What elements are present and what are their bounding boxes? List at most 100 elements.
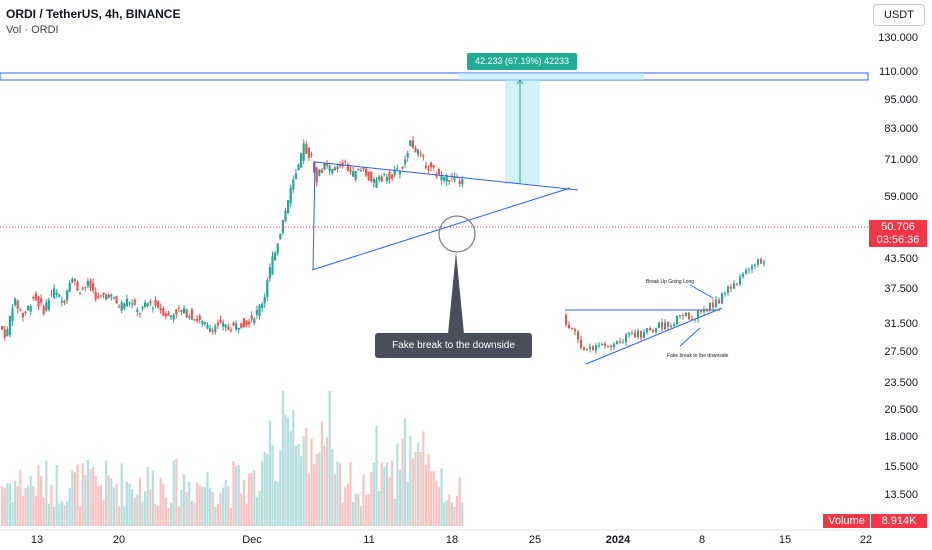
candle-body	[73, 279, 76, 282]
volume-bar	[453, 507, 456, 526]
candle-body	[175, 309, 178, 315]
candle-body	[305, 144, 308, 154]
inset-candle-body	[646, 328, 648, 333]
volume-bar	[120, 463, 123, 526]
candle-body	[352, 171, 355, 177]
volume-bar	[224, 479, 227, 526]
candle-body	[417, 149, 420, 155]
candle-body	[253, 318, 256, 324]
candle-body	[66, 290, 69, 301]
candle-body	[170, 315, 173, 318]
inset-candle-body	[655, 327, 657, 332]
volume-bar	[131, 489, 134, 526]
volume-bar	[128, 483, 131, 526]
volume-bar	[279, 450, 282, 526]
fake-break-circle	[438, 215, 476, 253]
inset-candle-body	[619, 341, 621, 343]
inset-candle-body	[625, 334, 627, 343]
volume-bar	[430, 471, 433, 526]
candle-body	[76, 281, 79, 291]
candle-body	[367, 171, 370, 180]
candle-body	[432, 165, 435, 168]
fake-break-callout[interactable]: Fake break to the downside	[375, 333, 532, 358]
volume-bar	[227, 485, 230, 526]
callout-pointer	[448, 252, 464, 334]
candle-body	[86, 280, 89, 287]
volume-bar	[232, 461, 235, 526]
candle-body	[289, 187, 292, 204]
candle-body	[310, 154, 313, 156]
volume-bar	[34, 496, 37, 526]
volume-tag-label: Volume	[823, 514, 870, 528]
volume-bar	[333, 474, 336, 526]
candle-body	[136, 309, 139, 313]
currency-button[interactable]: USDT	[873, 4, 925, 26]
volume-bar	[118, 506, 121, 526]
candle-body	[162, 308, 165, 316]
inset-breakup-label: Break Up Going Long	[646, 279, 694, 285]
volume-bar	[328, 391, 331, 526]
candle-body	[102, 292, 105, 296]
inset-candle-body	[607, 345, 609, 347]
candle-body	[401, 166, 404, 169]
triangle-lower-trendline	[311, 187, 571, 271]
volume-bar	[211, 492, 214, 526]
inset-chart: Break Up Going Long Fake break to the dow…	[565, 257, 765, 365]
y-tick-label: 15.500	[884, 461, 918, 473]
volume-bar	[185, 491, 188, 526]
volume-bar	[99, 484, 102, 526]
volume-bar	[27, 485, 30, 526]
candle-body	[235, 323, 238, 330]
symbol-title[interactable]: ORDI / TetherUS, 4h, BINANCE	[6, 7, 181, 21]
candle-body	[385, 176, 388, 182]
candle-body	[448, 180, 451, 182]
volume-bar	[16, 485, 19, 526]
candle-body	[68, 282, 71, 292]
candle-body	[42, 305, 45, 314]
volume-bar	[222, 487, 225, 526]
volume-bar	[235, 466, 238, 526]
inset-candle-body	[709, 302, 711, 312]
inset-candle-body	[580, 339, 582, 348]
triangle-base	[312, 161, 316, 271]
inset-candle-body	[694, 318, 696, 320]
volume-indicator-label[interactable]: Vol · ORDI	[6, 24, 59, 36]
inset-candle-body	[613, 344, 615, 348]
candle-body	[40, 298, 43, 303]
candle-body	[346, 164, 349, 171]
volume-bar	[380, 462, 383, 526]
volume-bar	[440, 468, 443, 526]
volume-bar	[411, 459, 414, 526]
candle-body	[55, 292, 58, 295]
volume-bars	[1, 391, 464, 526]
volume-bar	[14, 480, 17, 526]
volume-bar	[437, 487, 440, 526]
volume-bar	[206, 471, 209, 526]
volume-bar	[432, 471, 435, 526]
candle-body	[34, 293, 37, 301]
inset-candle-body	[571, 328, 573, 330]
last-price: 50.706	[881, 221, 915, 233]
inset-candle-body	[736, 283, 738, 285]
candle-body	[185, 309, 188, 318]
candle-body	[281, 220, 284, 233]
candle-body	[424, 165, 427, 169]
candle-body	[79, 292, 82, 294]
y-tick-label: 71.000	[884, 154, 918, 166]
candle-body	[157, 301, 160, 308]
candle-body	[406, 153, 409, 158]
y-tick-label: 83.000	[884, 123, 918, 135]
volume-bar	[443, 502, 446, 526]
volume-bar	[141, 501, 144, 526]
volume-bar	[216, 503, 219, 526]
candle-body	[297, 164, 300, 171]
volume-bar	[388, 476, 391, 526]
volume-bar	[419, 452, 422, 526]
candles	[1, 135, 464, 341]
volume-bar	[409, 436, 412, 526]
candle-body	[344, 161, 347, 163]
candle-body	[333, 167, 336, 171]
candle-body	[227, 326, 230, 330]
candle-body	[81, 288, 84, 290]
